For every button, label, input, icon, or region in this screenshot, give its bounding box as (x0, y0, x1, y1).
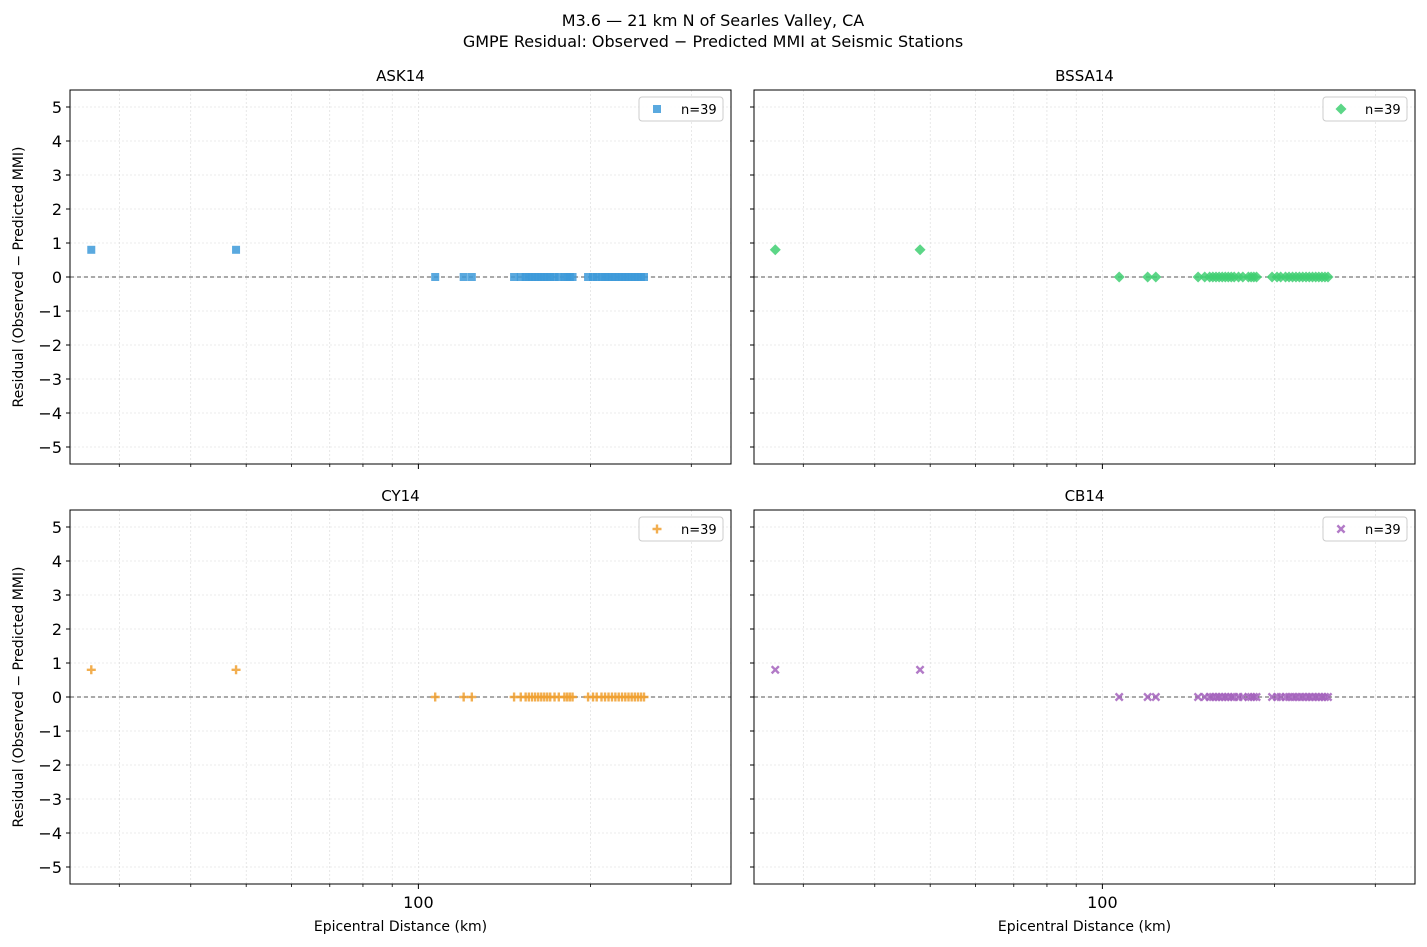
panel-bssa14: BSSA14 n=39 (750, 67, 1416, 469)
data-point (592, 273, 601, 281)
data-point (640, 273, 649, 281)
data-point (568, 273, 577, 281)
y-tick-label: 1 (52, 234, 62, 253)
legend-label: n=39 (681, 103, 717, 118)
data-point (232, 245, 241, 254)
legend-box (1322, 516, 1408, 542)
legend-marker (652, 524, 662, 534)
legend: n=39 (1322, 516, 1408, 542)
panel-title: CY14 (381, 487, 419, 505)
figure-title: M3.6 — 21 km N of Searles Valley, CA (562, 11, 865, 30)
panel-title: CB14 (1065, 487, 1105, 505)
x-axis-label: Epicentral Distance (km) (314, 919, 487, 935)
y-tick-label: 4 (52, 552, 62, 571)
y-tick-label: 4 (52, 132, 62, 151)
legend-marker (1336, 524, 1346, 534)
data-point (914, 244, 926, 256)
data-point (86, 665, 96, 675)
panel-title: BSSA14 (1055, 67, 1114, 85)
y-tick-label: −2 (38, 756, 62, 775)
data-point (87, 245, 96, 254)
x-tick-label: 100 (1087, 893, 1118, 912)
data-point (550, 273, 559, 281)
data-point (231, 665, 241, 675)
y-tick-label: −4 (38, 824, 62, 843)
y-tick-label: 3 (52, 586, 62, 605)
data-point (1252, 692, 1261, 702)
data-point (1113, 271, 1125, 283)
data-point (1150, 271, 1162, 283)
data-point (510, 273, 519, 281)
data-point (554, 273, 563, 281)
y-tick-label: −3 (38, 370, 62, 389)
legend-marker (653, 105, 661, 113)
data-point (1192, 271, 1204, 283)
y-tick-label: 5 (52, 518, 62, 537)
data-point (1151, 692, 1161, 702)
y-tick-label: 0 (52, 688, 62, 707)
x-axis-label: Epicentral Distance (km) (998, 919, 1171, 935)
data-point (1237, 271, 1249, 283)
y-axis-label: Residual (Observed − Predicted MMI) (11, 147, 27, 408)
data-point (1320, 692, 1330, 702)
legend: n=39 (638, 96, 724, 122)
panel-title: ASK14 (376, 67, 425, 85)
y-tick-label: −5 (38, 438, 62, 457)
data-point (568, 692, 578, 702)
data-point (1249, 692, 1259, 702)
data-point (1114, 692, 1124, 702)
y-axis-label: Residual (Observed − Predicted MMI) (11, 567, 27, 828)
y-tick-label: 5 (52, 98, 62, 117)
data-point (639, 692, 649, 702)
y-tick-label: 2 (52, 200, 62, 219)
data-point (584, 273, 593, 281)
y-tick-label: −3 (38, 790, 62, 809)
data-point (1193, 692, 1203, 702)
data-point (1226, 692, 1236, 702)
legend-box (638, 96, 724, 122)
legend-label: n=39 (1365, 103, 1401, 118)
legend-marker (1335, 103, 1347, 115)
data-point (1142, 271, 1154, 283)
data-point (915, 665, 925, 675)
panel-cb14: 100 CB14 Epicentral Distance (km) n=39 (750, 487, 1416, 935)
y-tick-label: 2 (52, 620, 62, 639)
legend-box (1322, 96, 1408, 122)
legend-label: n=39 (1365, 523, 1401, 538)
legend-box (638, 516, 724, 542)
y-tick-label: −4 (38, 404, 62, 423)
y-tick-label: −1 (38, 722, 62, 741)
y-tick-label: 1 (52, 654, 62, 673)
data-point (459, 692, 469, 702)
data-point (546, 273, 555, 281)
data-point (430, 692, 440, 702)
data-point (1323, 692, 1333, 702)
y-tick-label: −1 (38, 302, 62, 321)
legend: n=39 (1322, 96, 1408, 122)
figure-subtitle: GMPE Residual: Observed − Predicted MMI … (463, 32, 963, 51)
data-point (516, 273, 525, 281)
data-point (769, 244, 781, 256)
data-point (1251, 271, 1263, 283)
legend-label: n=39 (681, 523, 717, 538)
legend: n=39 (638, 516, 724, 542)
y-tick-label: 3 (52, 166, 62, 185)
data-point (770, 665, 780, 675)
data-point (431, 273, 440, 281)
data-point (467, 273, 476, 281)
panel-ask14: 5 4 3 2 1 0 −1 −2 −3 −4 −5 ASK14 Residual (Observed … (11, 67, 732, 469)
panel-cy14: 5 4 3 2 1 0 −1 −2 −3 −4 −5 100 CY14 Residual (Observe… (11, 487, 732, 935)
x-tick-label: 100 (403, 893, 434, 912)
data-point (1322, 271, 1334, 283)
y-tick-label: −5 (38, 858, 62, 877)
y-tick-label: −2 (38, 336, 62, 355)
y-tick-label: 0 (52, 268, 62, 287)
data-point (459, 273, 468, 281)
data-point (1143, 692, 1153, 702)
data-point (467, 692, 477, 702)
